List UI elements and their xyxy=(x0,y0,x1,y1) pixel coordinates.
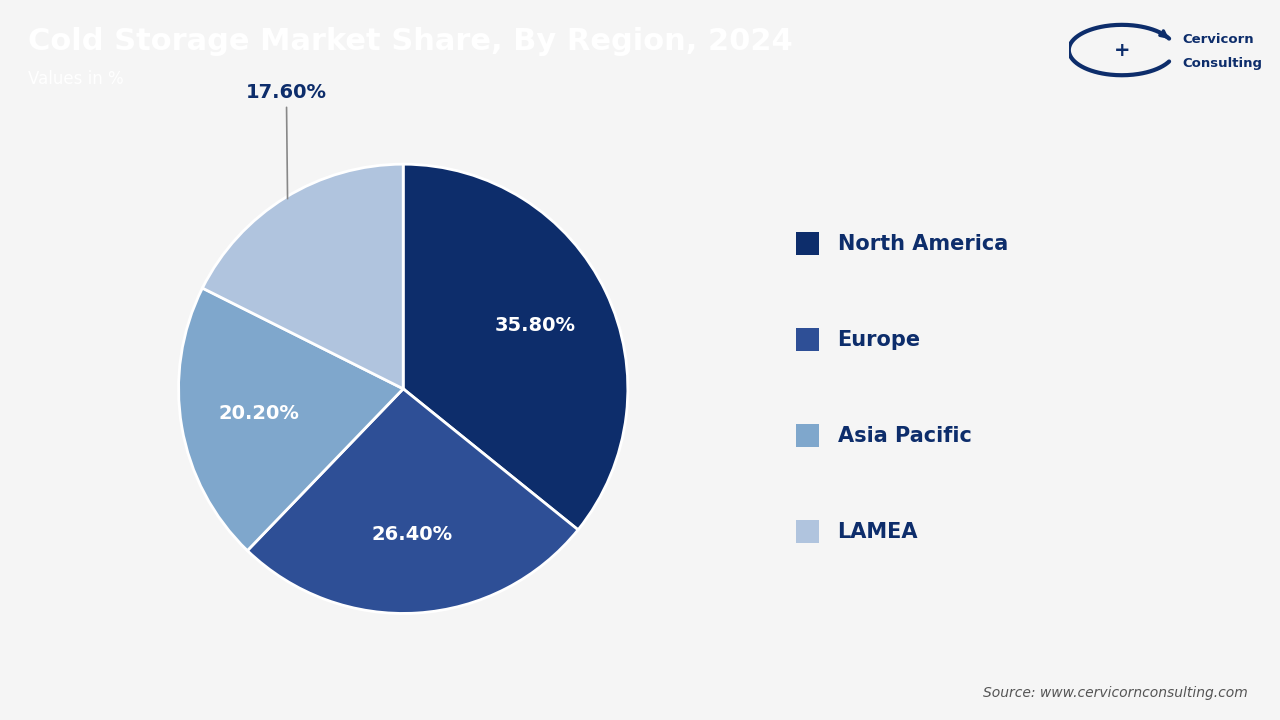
Text: Cold Storage Market Share, By Region, 2024: Cold Storage Market Share, By Region, 20… xyxy=(28,27,792,56)
Text: North America: North America xyxy=(837,234,1007,253)
Text: Source: www.cervicornconsulting.com: Source: www.cervicornconsulting.com xyxy=(983,685,1248,700)
Wedge shape xyxy=(247,389,579,613)
Text: 26.40%: 26.40% xyxy=(371,525,453,544)
Text: 17.60%: 17.60% xyxy=(246,83,326,199)
Wedge shape xyxy=(403,164,627,530)
Text: LAMEA: LAMEA xyxy=(837,522,918,542)
Wedge shape xyxy=(202,164,403,389)
Text: Europe: Europe xyxy=(837,330,920,350)
FancyBboxPatch shape xyxy=(796,424,818,447)
Text: Cervicorn: Cervicorn xyxy=(1183,32,1254,46)
FancyBboxPatch shape xyxy=(796,328,818,351)
Text: Consulting: Consulting xyxy=(1183,57,1262,70)
Text: 35.80%: 35.80% xyxy=(494,316,576,336)
FancyBboxPatch shape xyxy=(796,233,818,256)
Text: Asia Pacific: Asia Pacific xyxy=(837,426,972,446)
Wedge shape xyxy=(179,288,403,551)
FancyBboxPatch shape xyxy=(796,521,818,544)
Text: 20.20%: 20.20% xyxy=(219,404,300,423)
Text: +: + xyxy=(1114,40,1130,60)
Text: Values in %: Values in % xyxy=(28,70,124,88)
